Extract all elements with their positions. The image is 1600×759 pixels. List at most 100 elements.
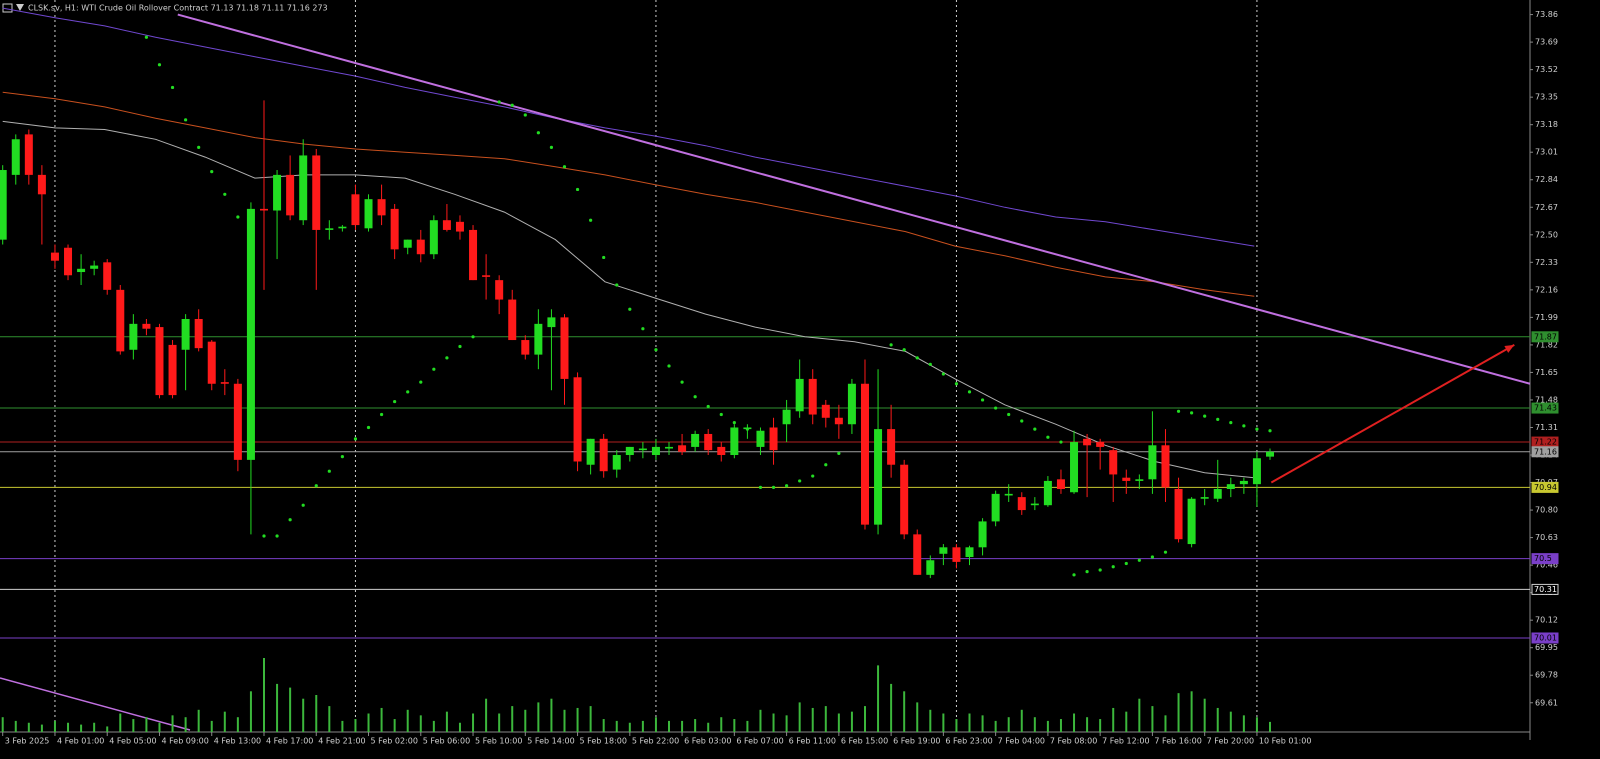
candle-body <box>586 438 595 465</box>
y-tick-label: 69.95 <box>1535 643 1558 652</box>
sar-dot <box>1150 555 1155 559</box>
y-tick-label: 70.80 <box>1535 506 1558 515</box>
sar-dot <box>1085 569 1089 574</box>
candle-body <box>50 252 59 261</box>
candle-body <box>325 228 334 230</box>
sar-dot <box>536 131 540 135</box>
price-tag <box>1531 446 1559 458</box>
price-tag <box>1531 632 1559 644</box>
x-tick-label: 5 Feb 06:00 <box>423 737 470 746</box>
sar-dot <box>393 399 397 404</box>
candle-body <box>273 174 282 211</box>
candle-body <box>847 383 856 425</box>
candle-body <box>1148 445 1157 480</box>
sar-dot <box>301 503 305 507</box>
sar-dot <box>184 118 188 122</box>
sar-dot <box>340 455 344 459</box>
sar-dot <box>432 367 436 371</box>
x-tick-label: 5 Feb 02:00 <box>371 737 418 746</box>
sar-dot <box>980 398 985 402</box>
candle-body <box>874 429 883 525</box>
y-tick-label: 72.67 <box>1535 203 1558 212</box>
sar-dot <box>144 35 149 39</box>
sar-dot <box>758 485 763 489</box>
candle-body <box>782 409 791 425</box>
y-tick-label: 71.65 <box>1535 368 1558 377</box>
x-tick-label: 5 Feb 14:00 <box>527 737 574 746</box>
sar-dot <box>1137 558 1141 562</box>
price-tag-label: 70.5 <box>1534 554 1552 563</box>
candle-body <box>508 299 517 341</box>
candle-body <box>952 547 961 562</box>
candle-body <box>612 455 621 470</box>
sar-dot <box>353 437 358 441</box>
candle-body <box>547 317 556 328</box>
y-tick-label: 71.82 <box>1535 340 1558 349</box>
candle-body <box>181 318 190 350</box>
y-tick-label: 73.35 <box>1535 93 1558 102</box>
candle-body <box>351 194 360 226</box>
sar-dot <box>667 364 671 368</box>
y-tick-label: 70.46 <box>1535 561 1558 570</box>
candle-body <box>678 445 687 452</box>
candle-body <box>808 378 817 415</box>
candle-body <box>377 199 386 216</box>
sar-dot <box>654 348 658 352</box>
candle-body <box>416 239 425 255</box>
candle-body <box>939 547 948 554</box>
candle-body <box>834 417 843 425</box>
candle-body <box>1200 497 1209 499</box>
candle-body <box>521 340 530 355</box>
candle-body <box>1213 489 1222 499</box>
sar-dot <box>445 356 449 360</box>
y-tick-label: 71.99 <box>1535 313 1558 322</box>
price-tag-label: 70.94 <box>1534 483 1557 492</box>
annotation-arrow <box>1270 344 1515 484</box>
sar-dot <box>1072 573 1076 577</box>
price-tag <box>1531 331 1559 343</box>
candle-body <box>1070 442 1079 493</box>
candle-body <box>207 341 216 384</box>
sar-dot <box>784 484 789 488</box>
y-tick-label: 69.78 <box>1535 671 1558 680</box>
sar-dot <box>1176 409 1181 413</box>
sar-dot <box>327 469 331 473</box>
sar-dot <box>680 380 684 384</box>
sar-dot <box>1229 421 1233 425</box>
y-tick-label: 73.86 <box>1535 10 1558 19</box>
candle-body <box>1122 477 1131 481</box>
sar-dot <box>824 463 828 467</box>
x-tick-label: 6 Feb 19:00 <box>893 737 940 746</box>
candle-body <box>965 547 974 558</box>
candle-body <box>756 430 765 447</box>
sar-dot <box>967 390 972 394</box>
volume-trendline <box>0 677 191 731</box>
price-tag-label: 70.01 <box>1534 633 1557 642</box>
candle-body <box>1226 484 1235 490</box>
candle-body <box>482 275 491 277</box>
candle-body <box>1030 503 1039 506</box>
sar-dot <box>641 327 645 331</box>
y-tick-label: 73.18 <box>1535 120 1558 129</box>
x-tick-label: 6 Feb 03:00 <box>684 737 731 746</box>
candle-body <box>717 446 726 456</box>
sar-dot <box>1111 565 1115 569</box>
candle-body <box>1043 480 1052 506</box>
x-tick-label: 7 Feb 12:00 <box>1102 737 1149 746</box>
sar-dot <box>366 425 371 430</box>
sar-dot <box>458 344 462 349</box>
sar-dot <box>210 170 214 174</box>
candle-body <box>129 323 138 350</box>
candle-body <box>233 383 242 460</box>
price-tag <box>1531 402 1559 414</box>
candle-body <box>651 446 660 456</box>
x-tick-label: 6 Feb 07:00 <box>736 737 783 746</box>
candle-body <box>1056 479 1065 490</box>
sar-dot <box>170 85 175 90</box>
sar-dot <box>928 362 932 366</box>
sar-dot <box>419 380 423 384</box>
y-tick-label: 73.01 <box>1535 148 1558 157</box>
candle-body <box>1096 442 1105 447</box>
candle-body <box>978 521 987 548</box>
candle-body <box>429 220 438 255</box>
